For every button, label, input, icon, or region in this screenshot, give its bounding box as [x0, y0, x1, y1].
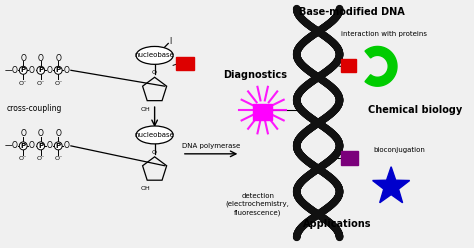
- Text: O: O: [55, 54, 61, 63]
- Text: cross-coupling: cross-coupling: [6, 104, 62, 113]
- Circle shape: [37, 142, 45, 150]
- Text: O: O: [11, 141, 18, 150]
- Text: O: O: [64, 66, 70, 75]
- Text: P: P: [21, 67, 26, 73]
- Bar: [340, 151, 358, 165]
- Text: interaction with proteins: interaction with proteins: [341, 31, 428, 37]
- Text: O⁻: O⁻: [36, 156, 45, 161]
- Text: I: I: [169, 37, 171, 46]
- Text: P: P: [21, 143, 26, 149]
- Text: P: P: [56, 67, 61, 73]
- Circle shape: [55, 66, 62, 74]
- Text: —: —: [5, 66, 12, 75]
- Text: O: O: [64, 141, 70, 150]
- Text: nucleobase: nucleobase: [135, 132, 174, 138]
- Ellipse shape: [136, 126, 173, 144]
- Circle shape: [19, 66, 27, 74]
- Bar: [340, 59, 356, 72]
- Text: detection
(electrochemistry,
fluorescence): detection (electrochemistry, fluorescenc…: [226, 193, 290, 216]
- Text: O: O: [38, 129, 44, 138]
- Text: O⁻: O⁻: [54, 156, 63, 161]
- Text: O: O: [46, 141, 53, 150]
- Text: O: O: [152, 70, 157, 75]
- Text: O⁻: O⁻: [36, 81, 45, 86]
- Text: P: P: [38, 143, 43, 149]
- Text: O: O: [29, 141, 35, 150]
- Text: —: —: [5, 141, 12, 150]
- Text: Chemical biology: Chemical biology: [368, 105, 463, 115]
- Bar: [176, 57, 193, 70]
- Text: P: P: [38, 67, 43, 73]
- Text: O: O: [55, 129, 61, 138]
- Text: DNA polymerase: DNA polymerase: [182, 143, 240, 149]
- Text: O: O: [11, 66, 18, 75]
- Text: O: O: [46, 66, 53, 75]
- Text: nucleobase: nucleobase: [135, 52, 174, 58]
- Text: O: O: [29, 66, 35, 75]
- Text: O⁻: O⁻: [19, 81, 27, 86]
- Circle shape: [19, 142, 27, 150]
- Text: OH: OH: [140, 107, 150, 112]
- Text: O: O: [152, 150, 157, 155]
- Ellipse shape: [136, 46, 173, 64]
- Text: P: P: [56, 143, 61, 149]
- Text: Diagnostics: Diagnostics: [223, 70, 287, 80]
- Text: O⁻: O⁻: [54, 81, 63, 86]
- Text: O: O: [20, 54, 26, 63]
- Bar: [253, 104, 273, 120]
- Polygon shape: [373, 167, 410, 203]
- Text: O: O: [38, 54, 44, 63]
- Text: Applications: Applications: [303, 219, 372, 229]
- Circle shape: [55, 142, 62, 150]
- Text: O: O: [20, 129, 26, 138]
- Text: bioconjugation: bioconjugation: [373, 147, 425, 153]
- Circle shape: [37, 66, 45, 74]
- Text: Base-modified DNA: Base-modified DNA: [300, 7, 405, 17]
- Text: OH: OH: [140, 186, 150, 191]
- Polygon shape: [365, 46, 397, 86]
- Text: O⁻: O⁻: [19, 156, 27, 161]
